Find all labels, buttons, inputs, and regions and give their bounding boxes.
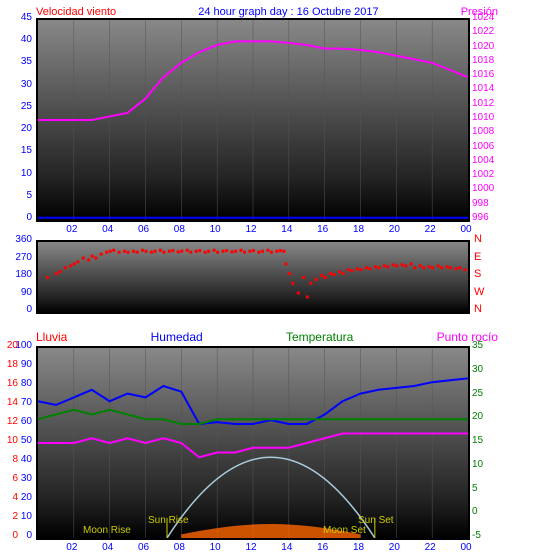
panel3-row: 010203040506070809010002468101214161820 … — [6, 346, 528, 540]
panel3-plot: Sun Rise Sun Set Moon Rise Moon Set — [36, 346, 470, 540]
panel1-yaxis-left: 051015202530354045 — [6, 18, 36, 218]
panel1-header: Velocidad viento 24 hour graph day : 16 … — [6, 6, 528, 18]
panel2-plot — [36, 240, 470, 314]
panel1-yaxis-right: 9969981000100210041006100810101012101410… — [470, 18, 510, 218]
panel2-svg — [38, 242, 468, 312]
temperature-label: Temperatura — [286, 330, 353, 344]
moonrise-label: Moon Rise — [83, 525, 131, 536]
panel2-yaxis-left: 090180270360 — [6, 240, 36, 310]
panel2-row: 090180270360 NWSEN — [6, 240, 528, 314]
panel3-svg — [38, 348, 468, 538]
moonset-label: Moon Set — [323, 525, 366, 536]
chart-title: 24 hour graph day : 16 Octubre 2017 — [198, 6, 378, 18]
panel3-legend: Lluvia Humedad Temperatura Punto rocío — [6, 328, 528, 346]
weather-dashboard: Velocidad viento 24 hour graph day : 16 … — [6, 6, 528, 554]
panel3-xaxis: 020406081012141618202200 — [36, 540, 466, 554]
wind-speed-label: Velocidad viento — [36, 6, 116, 18]
panel1-svg — [38, 20, 468, 220]
humidity-label: Humedad — [151, 330, 203, 344]
panel3-yaxis-left: 010203040506070809010002468101214161820 — [6, 346, 36, 536]
panel1-xaxis: 020406081012141618202200 — [36, 222, 466, 236]
panel3-yaxis-right: -505101520253035 — [470, 346, 510, 536]
dewpoint-label: Punto rocío — [437, 330, 498, 344]
panel2-compass: NWSEN — [470, 240, 510, 310]
panel1-row: 051015202530354045 996998100010021004100… — [6, 18, 528, 222]
panel1-plot — [36, 18, 470, 222]
rain-label: Lluvia — [36, 330, 67, 344]
sunrise-label: Sun Rise — [148, 515, 189, 526]
